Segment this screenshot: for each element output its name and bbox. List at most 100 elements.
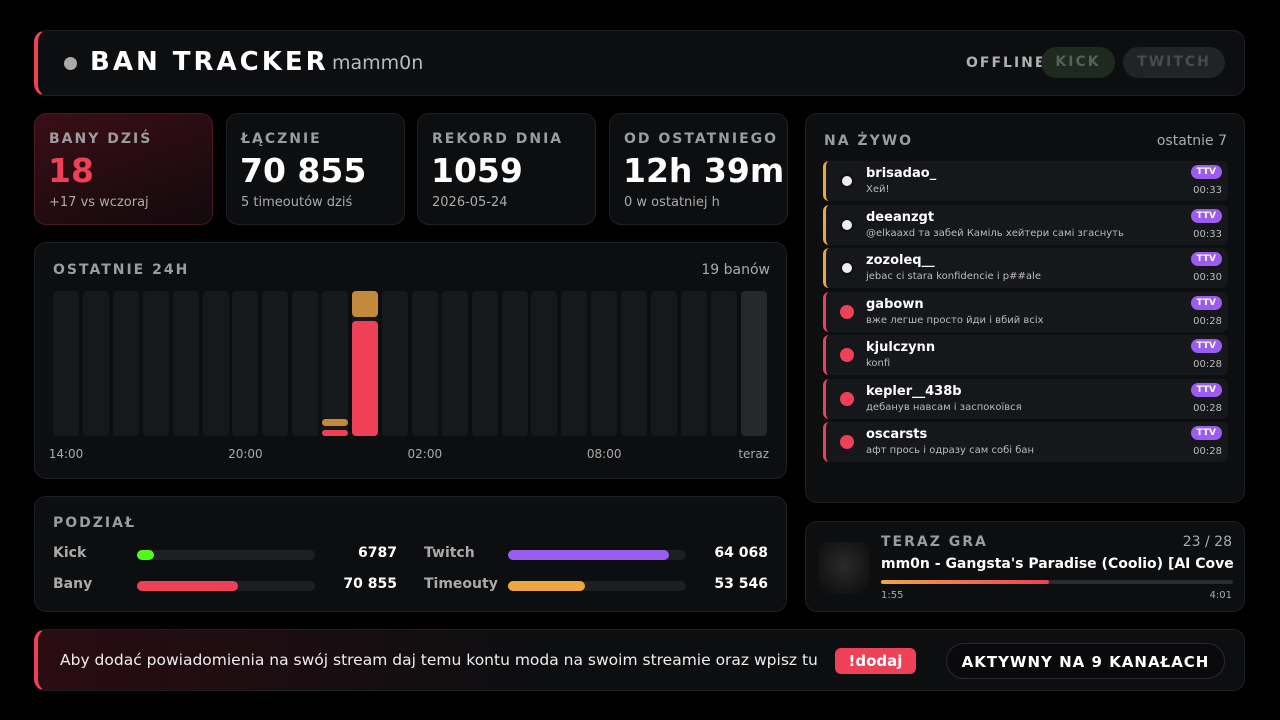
split-label: Timeouty [424, 576, 498, 592]
split-track [508, 581, 686, 591]
stat-sub: 5 timeoutów dziś [241, 195, 353, 210]
np-title: TERAZ GRA [881, 534, 988, 550]
split-bar [508, 581, 585, 591]
live-user: kepler__438b [866, 383, 962, 399]
live-item: oscarsts афт прось і одразу сам собі бан T… [823, 422, 1228, 462]
bar-column [381, 291, 408, 436]
x-tick-label: 02:00 [407, 447, 443, 461]
stat-value: 18 [48, 151, 94, 190]
bar-column [322, 291, 349, 436]
stat-label: ŁĄCZNIE [241, 131, 322, 147]
badge: TTV [1190, 339, 1222, 353]
bar-column [471, 291, 498, 436]
song: mm0n - Gangsta's Paradise (Coolio) [AI C… [881, 556, 1233, 572]
bar-column [172, 291, 199, 436]
bar-column [441, 291, 468, 436]
live-message: дебанув навсам і заспокоївся [866, 401, 1022, 413]
twitch-button[interactable]: TWITCH [1123, 47, 1225, 78]
live-user: brisadao_ [866, 166, 937, 181]
ban-icon [840, 391, 854, 406]
elapsed: 1:55 [881, 590, 904, 601]
bar-column [202, 291, 229, 436]
split-value: 53 546 [714, 576, 768, 592]
stat-label: BANY DZIŚ [49, 131, 153, 147]
badge: TTV [1190, 208, 1222, 223]
x-tick-label: 20:00 [228, 447, 263, 461]
bar-column [621, 291, 648, 436]
live-item: kepler__438b дебанув навсам і заспокоївся… [823, 378, 1228, 419]
bar-column [232, 291, 259, 436]
command: !dodaj [835, 648, 916, 674]
live-message: афт прось і одразу сам собі бан [866, 445, 1035, 456]
live-time: 00:33 [1193, 185, 1222, 196]
bar-column [142, 291, 169, 436]
timeout-icon [840, 261, 854, 275]
live-item: zozoleq__ jebac ci stara konfidencie i p#… [823, 248, 1228, 288]
live-user: oscarsts [866, 427, 928, 442]
split-label: Bany [53, 576, 93, 592]
bar [322, 419, 349, 426]
live-time: 00:30 [1193, 272, 1222, 283]
badge: TTV [1190, 426, 1222, 440]
header: BAN TRACKER mamm0n OFFLINE KICK TWITCH [34, 30, 1245, 96]
badge: TTV [1190, 165, 1222, 179]
split-bar [137, 581, 239, 591]
stat-card: REKORD DNIA 1059 2026-05-24 [417, 113, 596, 225]
live-title: NA ŻYWO [824, 133, 914, 149]
bar-column [591, 291, 618, 436]
now-playing-panel: TERAZ GRA 23 / 28 mm0n - Gangsta's Parad… [805, 521, 1245, 612]
chart-panel: OSTATNIE 24H 19 banów 14:00 20:00 02:00 08:… [34, 242, 787, 479]
live-item: kjulczynn konfi TTV 00:28 [823, 335, 1228, 375]
x-tick-label: teraz [738, 447, 770, 461]
np-position: 23 / 28 [1182, 534, 1232, 550]
album-art [819, 542, 869, 594]
live-time: 00:28 [1193, 446, 1222, 457]
live-item: deeanzgt @elkaaxd та забей Каміль хейтери… [823, 204, 1228, 245]
stat-sub: +17 vs wczoraj [49, 195, 149, 210]
bar-column [680, 291, 707, 436]
bar-column [561, 291, 588, 436]
live-message: Хей! [866, 184, 890, 195]
stat-value: 12h 39m [623, 151, 785, 190]
live-time: 00:28 [1193, 359, 1222, 370]
stat-card: OD OSTATNIEGO 12h 39m 0 w ostatniej h [609, 113, 788, 225]
footer: Aby dodać powiadomienia na swój stream d… [34, 629, 1245, 691]
bar [322, 429, 349, 436]
badge: TTV [1190, 252, 1222, 266]
ban-icon [840, 348, 854, 362]
badge: TTV [1190, 295, 1222, 310]
kick-button[interactable]: KICK [1041, 47, 1115, 78]
live-time: 00:33 [1193, 228, 1222, 240]
bar-column [292, 291, 319, 436]
stat-card: ŁĄCZNIE 70 855 5 timeoutów dziś [226, 113, 405, 225]
title: BAN TRACKER [90, 47, 329, 77]
live-time: 00:28 [1193, 402, 1222, 414]
live-message: вже легше просто йди і вбий всіх [866, 314, 1044, 326]
bar-column [411, 291, 438, 436]
live-panel: NA ŻYWO ostatnie 7 brisadao_ Хей! TTV 00:33… [805, 113, 1245, 503]
bar-column [53, 291, 79, 436]
bar-column [740, 291, 767, 436]
split-track [137, 581, 315, 591]
bar [352, 320, 378, 436]
chart-summary: 19 banów [701, 262, 770, 278]
live-user: zozoleq__ [866, 253, 935, 268]
bar-column [651, 291, 677, 436]
user: mamm0n [332, 52, 424, 74]
stat-value: 1059 [431, 151, 523, 190]
live-message: konfi [866, 358, 891, 369]
ban-icon [840, 435, 854, 449]
live-item: gabown вже легше просто йди і вбий всіх TT… [823, 291, 1228, 332]
split-title: PODZIAŁ [53, 515, 136, 531]
split-track [508, 550, 686, 560]
x-tick-label: 14:00 [48, 447, 84, 461]
x-tick-label: 08:00 [586, 447, 622, 461]
split-label: Twitch [424, 545, 475, 561]
bar-column [82, 291, 109, 436]
stat-sub: 0 w ostatniej h [624, 195, 720, 210]
live-user: deeanzgt [866, 209, 935, 225]
status: OFFLINE [966, 55, 1047, 71]
channels: AKTYWNY NA 9 KANAŁACH [946, 643, 1225, 679]
live-subtitle: ostatnie 7 [1156, 133, 1227, 149]
